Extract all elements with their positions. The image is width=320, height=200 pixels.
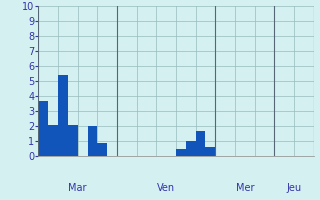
Bar (92, 126, 97, 156)
Bar (196, 130, 201, 156)
Bar (97, 142, 102, 156)
Bar (176, 148, 181, 156)
Bar (43, 100, 48, 156)
Bar (88, 126, 92, 156)
Bar (68, 124, 73, 156)
Bar (205, 147, 211, 156)
Bar (181, 148, 186, 156)
Bar (102, 142, 107, 156)
Bar (38, 100, 43, 156)
Text: Mer: Mer (236, 183, 254, 193)
Bar (58, 75, 63, 156)
Bar (48, 124, 53, 156)
Bar (211, 147, 215, 156)
Bar (191, 141, 196, 156)
Bar (63, 75, 68, 156)
Text: Jeu: Jeu (286, 183, 301, 193)
Bar (73, 124, 78, 156)
Text: Mar: Mar (68, 183, 87, 193)
Text: Ven: Ven (157, 183, 175, 193)
Bar (201, 130, 205, 156)
Bar (186, 141, 191, 156)
Bar (53, 124, 58, 156)
